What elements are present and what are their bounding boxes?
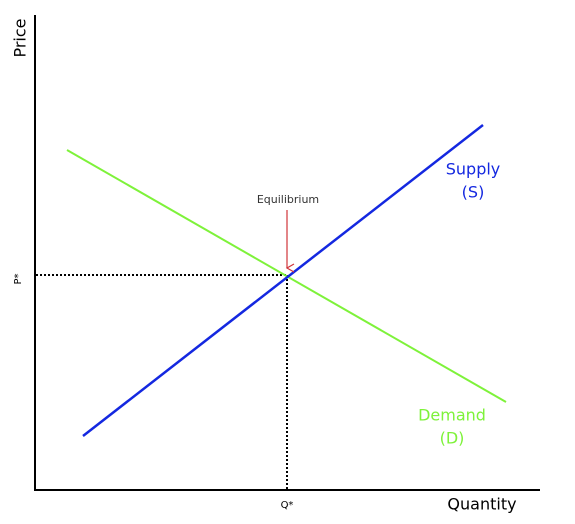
demand-label: Demand xyxy=(418,406,486,425)
x-axis-label: Quantity xyxy=(447,495,516,514)
supply-curve xyxy=(82,124,484,437)
equilibrium-label: Equilibrium xyxy=(257,193,319,206)
supply-label: Supply xyxy=(446,160,501,179)
demand-curve xyxy=(66,149,507,403)
demand-symbol: (D) xyxy=(440,429,465,448)
y-axis-label: Price xyxy=(11,18,30,57)
supply-symbol: (S) xyxy=(462,183,485,202)
q-star-label: Q* xyxy=(281,500,294,511)
p-star-label: P* xyxy=(13,273,24,284)
